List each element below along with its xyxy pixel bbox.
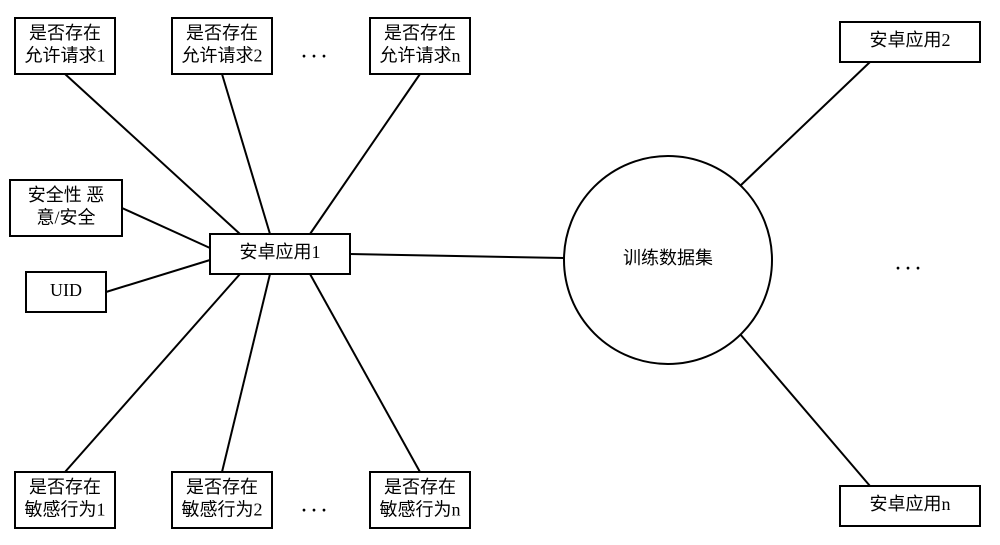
- node-behav1-label-0: 是否存在: [29, 477, 101, 497]
- node-perm1-label-0: 是否存在: [29, 23, 101, 43]
- node-behavN-label-0: 是否存在: [384, 477, 456, 497]
- node-permN: 是否存在允许请求n: [370, 18, 470, 74]
- edge-uid-app1: [106, 260, 210, 292]
- node-safety: 安全性 恶意/安全: [10, 180, 122, 236]
- ellipsis-1: ...: [301, 492, 331, 518]
- node-behav2-label-0: 是否存在: [186, 477, 258, 497]
- node-behav2: 是否存在敏感行为2: [172, 472, 272, 528]
- node-behav2-label-1: 敏感行为2: [182, 499, 263, 519]
- edge-train-appN: [740, 334, 870, 486]
- edge-permN-app1: [310, 74, 420, 234]
- node-uid: UID: [26, 272, 106, 312]
- node-behav1: 是否存在敏感行为1: [15, 472, 115, 528]
- node-app1: 安卓应用1: [210, 234, 350, 274]
- edge-app1-train: [350, 254, 564, 258]
- edge-perm2-app1: [222, 74, 270, 234]
- edge-behavN-app1: [310, 274, 420, 472]
- ellipsis-0: ...: [301, 38, 331, 64]
- edge-safety-app1: [122, 208, 210, 248]
- edge-train-app2: [740, 62, 870, 186]
- node-permN-label-1: 允许请求n: [380, 45, 461, 65]
- node-permN-label-0: 是否存在: [384, 23, 456, 43]
- node-behav1-label-1: 敏感行为1: [25, 499, 106, 519]
- node-app2-label-0: 安卓应用2: [870, 30, 951, 50]
- node-safety-label-1: 意/安全: [36, 207, 95, 227]
- node-app1-label-0: 安卓应用1: [240, 242, 321, 262]
- node-behavN: 是否存在敏感行为n: [370, 472, 470, 528]
- node-appN: 安卓应用n: [840, 486, 980, 526]
- ellipsis-2: ...: [895, 250, 925, 276]
- edge-behav2-app1: [222, 274, 270, 472]
- node-train: 训练数据集: [564, 156, 772, 364]
- node-perm2-label-0: 是否存在: [186, 23, 258, 43]
- node-uid-label-0: UID: [50, 280, 82, 300]
- node-behavN-label-1: 敏感行为n: [380, 499, 461, 519]
- node-safety-label-0: 安全性 恶: [28, 185, 105, 205]
- node-perm2: 是否存在允许请求2: [172, 18, 272, 74]
- node-app2: 安卓应用2: [840, 22, 980, 62]
- node-appN-label-0: 安卓应用n: [870, 494, 951, 514]
- node-perm2-label-1: 允许请求2: [182, 45, 263, 65]
- node-perm1-label-1: 允许请求1: [25, 45, 106, 65]
- node-train-label-0: 训练数据集: [623, 248, 713, 268]
- node-perm1: 是否存在允许请求1: [15, 18, 115, 74]
